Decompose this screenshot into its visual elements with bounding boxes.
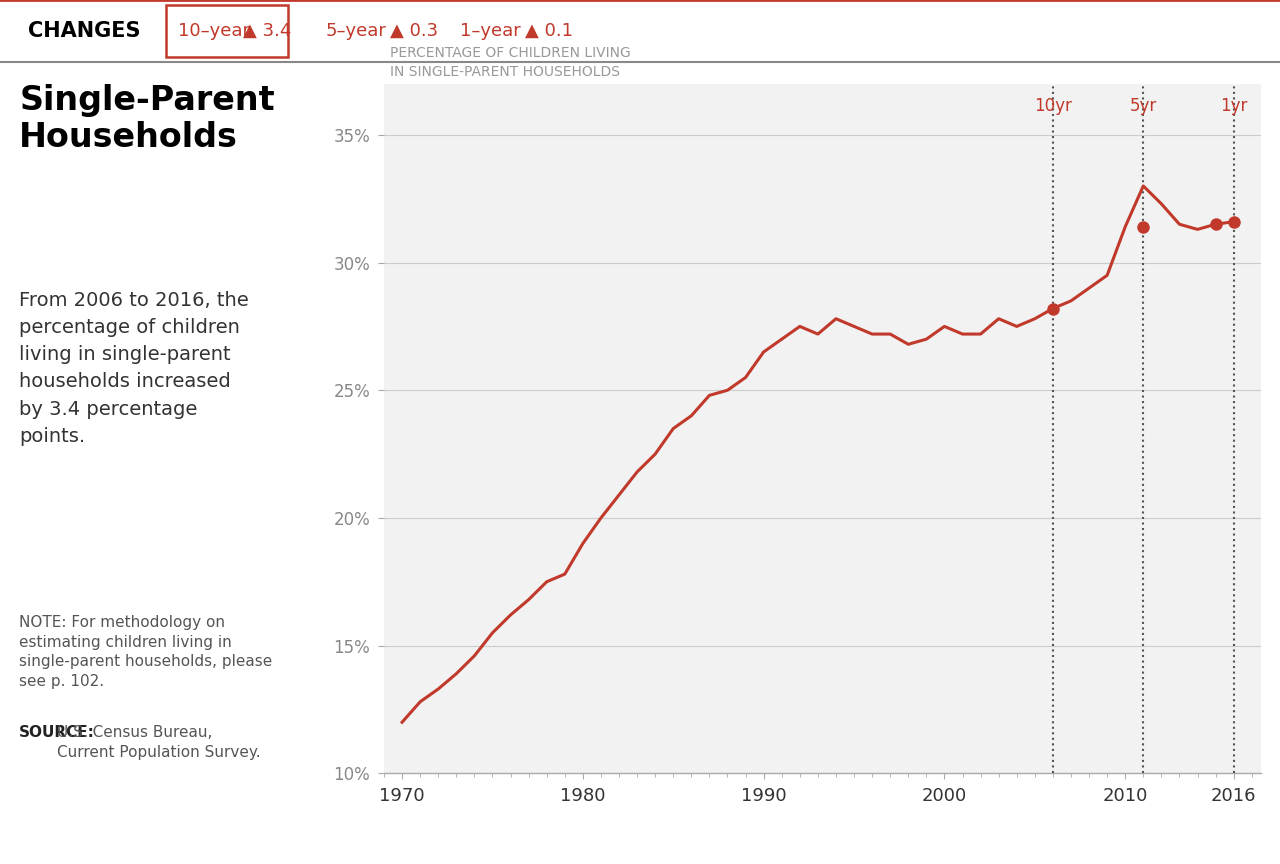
Text: CHANGES: CHANGES	[28, 21, 141, 41]
Text: SOURCE:: SOURCE:	[19, 725, 95, 740]
Text: ▲ 0.1: ▲ 0.1	[525, 22, 573, 40]
Text: PERCENTAGE OF CHILDREN LIVING
IN SINGLE-PARENT HOUSEHOLDS: PERCENTAGE OF CHILDREN LIVING IN SINGLE-…	[390, 46, 631, 79]
FancyBboxPatch shape	[166, 5, 288, 57]
Text: NOTE: For methodology on
estimating children living in
single-parent households,: NOTE: For methodology on estimating chil…	[19, 614, 273, 689]
Text: 10–year: 10–year	[178, 22, 250, 40]
Text: 1yr: 1yr	[1220, 97, 1248, 115]
Text: U.S. Census Bureau,
Current Population Survey.: U.S. Census Bureau, Current Population S…	[56, 725, 260, 759]
Text: 5–year: 5–year	[325, 22, 387, 40]
Text: From 2006 to 2016, the
percentage of children
living in single-parent
households: From 2006 to 2016, the percentage of chi…	[19, 290, 248, 446]
Text: ▲ 3.4: ▲ 3.4	[243, 22, 292, 40]
Text: 1–year: 1–year	[460, 22, 520, 40]
Text: 5yr: 5yr	[1130, 97, 1157, 115]
Text: 10yr: 10yr	[1034, 97, 1071, 115]
Text: Single-Parent
Households: Single-Parent Households	[19, 84, 275, 154]
Text: ▲ 0.3: ▲ 0.3	[390, 22, 439, 40]
